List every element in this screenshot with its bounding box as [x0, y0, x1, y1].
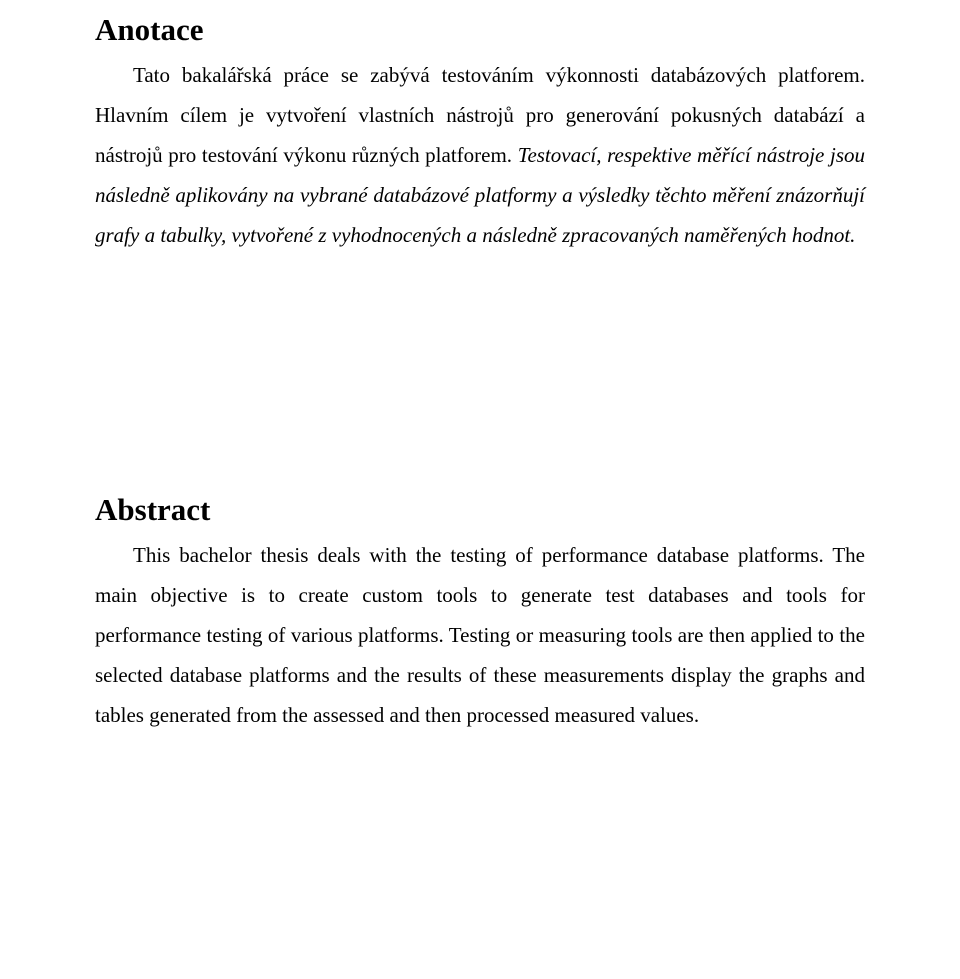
section-gap	[95, 270, 865, 490]
anotace-paragraph: Tato bakalářská práce se zabývá testován…	[95, 56, 865, 255]
document-page: Anotace Tato bakalářská práce se zabývá …	[0, 0, 960, 979]
abstract-paragraph: This bachelor thesis deals with the test…	[95, 536, 865, 735]
abstract-heading: Abstract	[95, 490, 865, 530]
anotace-heading: Anotace	[95, 10, 865, 50]
